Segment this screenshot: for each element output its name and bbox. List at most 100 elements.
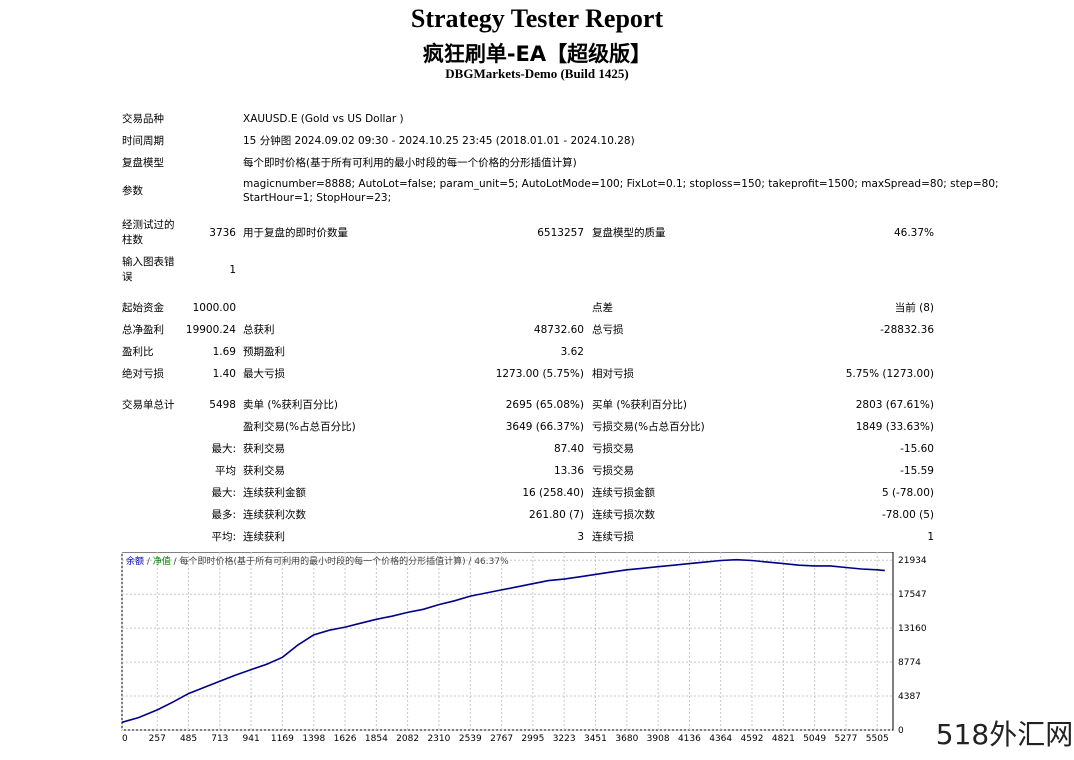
max-cons-wins-label: 连续获利金额 [243,487,306,499]
largest-label: 最大: [211,443,236,455]
initial-deposit-label: 起始资金 [122,302,164,314]
avg-cons-label: 平均: [211,531,236,543]
params-label: 参数 [122,185,143,197]
max-cons-label: 最大: [211,487,236,499]
y-tick-label: 21934 [898,556,927,566]
abs-drawdown: 1.40 [212,368,236,380]
x-tick-label: 5049 [803,734,826,744]
legend-description: / 每个即时价格(基于所有可利用的最小时段的每一个价格的分形插值计算) / 46… [171,555,509,567]
report-title: Strategy Tester Report [410,4,664,33]
ticks-value: 6513257 [537,227,584,239]
x-tick-label: 2539 [459,734,482,744]
x-tick-label: 713 [211,734,228,744]
long-trades: 2803 (67.61%) [855,399,934,411]
profit-trades-label: 盈利交易(%占总百分比) [243,421,356,433]
total-trades-label: 交易单总计 [122,399,175,411]
errors-label: 输入图表错 [122,256,175,268]
long-trades-label: 买单 (%获利百分比) [592,399,688,411]
y-tick-label: 17547 [898,590,927,600]
gross-loss: -28832.36 [880,324,934,336]
rel-drawdown-label: 相对亏损 [592,368,634,380]
period-value: 15 分钟图 2024.09.02 09:30 - 2024.10.25 23:… [243,135,635,147]
watermark: 518外汇网 [935,714,1074,756]
x-tick-label: 5277 [834,734,857,744]
avg-profit-label: 获利交易 [243,465,285,477]
profit-factor-label: 盈利比 [122,346,154,358]
plot-frame [121,551,894,731]
max-cons-loss-label: 连续亏损次数 [592,509,655,521]
max-cons-wins: 16 (258.40) [522,487,584,499]
avg-cons-losses-label: 连续亏损 [592,531,634,543]
largest-profit-label: 获利交易 [243,443,285,455]
x-tick-label: 941 [243,734,260,744]
avg-loss: -15.59 [900,465,934,477]
balance-chart: 余额 / 净值 / 每个即时价格(基于所有可利用的最小时段的每一个价格的分形插值… [120,551,940,756]
loss-trades-label: 亏损交易(%占总百分比) [592,421,705,433]
legend-equity: 净值 [153,555,171,567]
largest-profit: 87.40 [553,443,584,455]
x-tick-label: 257 [149,734,166,744]
y-tick-label: 8774 [898,658,921,668]
chart-legend: 余额 / 净值 / 每个即时价格(基于所有可利用的最小时段的每一个价格的分形插值… [126,555,509,567]
bars-value: 3736 [209,227,236,239]
y-axis-labels: 0 4387 8774 13160 17547 21934 [898,556,927,736]
period-label: 时间周期 [122,135,164,147]
average-label: 平均 [215,465,236,477]
rel-drawdown: 5.75% (1273.00) [845,368,934,380]
y-tick-label: 0 [898,726,904,736]
max-cons-profit: 261.80 (7) [529,509,584,521]
max-cons-loss: -78.00 (5) [881,509,934,521]
max-cons-losses-label: 连续亏损金额 [592,487,655,499]
x-tick-label: 3451 [584,734,607,744]
errors-label-2: 误 [122,271,133,283]
x-tick-label: 4364 [709,734,732,744]
avg-cons-wins: 3 [577,531,584,543]
x-tick-label: 1398 [302,734,325,744]
chart-grid [121,552,893,731]
x-tick-label: 485 [180,734,197,744]
x-tick-label: 2310 [427,734,450,744]
params-line-1: magicnumber=8888; AutoLot=false; param_u… [243,178,999,190]
x-tick-label: 0 [122,734,128,744]
ticks-label: 用于复盘的即时价数量 [243,227,348,239]
x-tick-label: 3680 [615,734,638,744]
net-profit: 19900.24 [185,324,236,336]
balance-line [121,558,885,724]
avg-cons-wins-label: 连续获利 [243,531,285,543]
legend-balance: 余额 [126,555,144,567]
gross-profit-label: 总获利 [243,324,275,336]
x-tick-label: 4592 [741,734,764,744]
abs-drawdown-label: 绝对亏损 [122,368,164,380]
x-tick-label: 2767 [490,734,513,744]
x-tick-label: 1854 [365,734,388,744]
avg-profit: 13.36 [553,465,584,477]
gross-profit: 48732.60 [533,324,584,336]
max-cons-profit-label: 连续获利次数 [243,509,306,521]
model-label: 复盘模型 [122,157,164,169]
avg-loss-label: 亏损交易 [592,465,634,477]
params-line-2: StartHour=1; StopHour=23; [243,192,392,204]
quality-value: 46.37% [893,227,934,239]
avg-cons-losses: 1 [927,531,934,543]
quality-label: 复盘模型的质量 [592,227,666,239]
spread-label: 点差 [592,302,613,314]
x-tick-label: 4821 [772,734,795,744]
legend-separator: / [144,557,153,567]
x-tick-label: 3223 [553,734,576,744]
largest-loss: -15.60 [900,443,934,455]
y-tick-label: 4387 [898,692,921,702]
short-trades: 2695 (65.08%) [505,399,584,411]
short-trades-label: 卖单 (%获利百分比) [243,399,339,411]
x-tick-label: 1169 [271,734,294,744]
gross-loss-label: 总亏损 [592,324,624,336]
net-profit-label: 总净盈利 [122,324,164,336]
expected-payoff-label: 预期盈利 [243,346,285,358]
x-axis-labels: 0 257 485 713 941 1169 1398 1626 1854 2082 2310 253… [122,734,889,744]
server-build: DBGMarkets-Demo (Build 1425) [445,66,629,81]
x-tick-label: 3908 [647,734,670,744]
bars-label-2: 柱数 [122,234,143,246]
x-tick-label: 2995 [521,734,544,744]
max-cons2-label: 最多: [211,509,236,521]
spread-value: 当前 (8) [894,302,934,314]
y-tick-label: 13160 [898,624,927,634]
